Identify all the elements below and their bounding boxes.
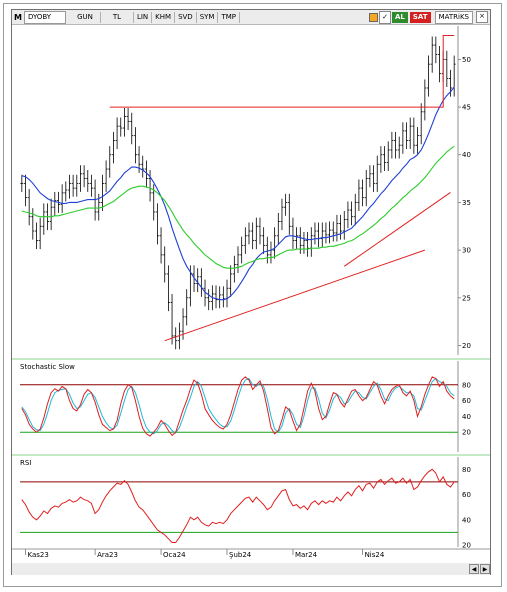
chart-toolbar: M DYOBY GUN TL LIN KHM SVD SYM TMP ✓ AL … xyxy=(12,10,490,25)
stoch-k-line xyxy=(21,376,455,437)
rsi-tick-label: 60 xyxy=(462,491,471,499)
toolbar-item-khm[interactable]: KHM xyxy=(152,11,176,23)
rsi-tick-label: 80 xyxy=(462,466,471,474)
x-tick-label: Mar24 xyxy=(295,551,318,559)
price-tick-label: 20 xyxy=(462,342,471,350)
price-tick-label: 50 xyxy=(462,56,471,64)
scroll-right-icon[interactable]: ▶ xyxy=(480,564,490,574)
stoch-title: Stochastic Slow xyxy=(20,363,75,371)
stoch-tick-label: 80 xyxy=(462,381,471,389)
x-tick-label: Oca24 xyxy=(163,551,186,559)
support-trendline-steep xyxy=(343,192,451,267)
status-bar xyxy=(12,563,490,575)
currency-selector[interactable]: TL xyxy=(101,11,134,23)
stoch-d-line xyxy=(21,377,455,435)
rsi-line xyxy=(21,468,455,543)
buy-button[interactable]: AL xyxy=(392,11,408,23)
price-tick-label: 25 xyxy=(462,294,471,302)
ema-slow-line xyxy=(21,145,455,269)
close-icon[interactable]: × xyxy=(476,11,488,23)
x-tick-label: Şub24 xyxy=(229,551,252,559)
stoch-tick-label: 40 xyxy=(462,413,471,421)
price-tick-label: 35 xyxy=(462,199,471,207)
stoch-tick-label: 60 xyxy=(462,397,471,405)
x-tick-label: Kas23 xyxy=(27,551,48,559)
matrix-button[interactable]: MATRiKS xyxy=(434,10,473,24)
rsi-tick-label: 40 xyxy=(462,516,471,524)
period-selector[interactable]: GUN xyxy=(70,11,101,23)
resistance-line xyxy=(109,35,455,108)
ema-fast-line xyxy=(21,86,455,301)
x-tick-label: Nis24 xyxy=(365,551,385,559)
rsi-tick-label: 20 xyxy=(462,542,471,550)
price-tick-label: 40 xyxy=(462,151,471,159)
toolbar-item-lin[interactable]: LIN xyxy=(134,11,153,23)
x-tick-label: Ara23 xyxy=(97,551,118,559)
toolbar-item-sym[interactable]: SYM xyxy=(197,11,219,23)
toolbar-item-tmp[interactable]: TMP xyxy=(218,11,241,23)
support-trendline xyxy=(164,249,426,342)
rsi-title: RSI xyxy=(20,459,31,467)
symbol-input[interactable]: DYOBY xyxy=(23,10,66,24)
app-logo: M xyxy=(14,12,22,22)
price-tick-label: 30 xyxy=(462,247,471,255)
alert-icon[interactable] xyxy=(369,12,379,22)
check-button[interactable]: ✓ xyxy=(379,10,391,24)
toolbar-item-svd[interactable]: SVD xyxy=(175,11,197,23)
scroll-left-icon[interactable]: ◀ xyxy=(469,564,479,574)
price-panel xyxy=(20,26,490,355)
stoch-tick-label: 20 xyxy=(462,429,471,437)
price-tick-label: 45 xyxy=(462,104,471,112)
sell-button[interactable]: SAT xyxy=(409,11,431,23)
